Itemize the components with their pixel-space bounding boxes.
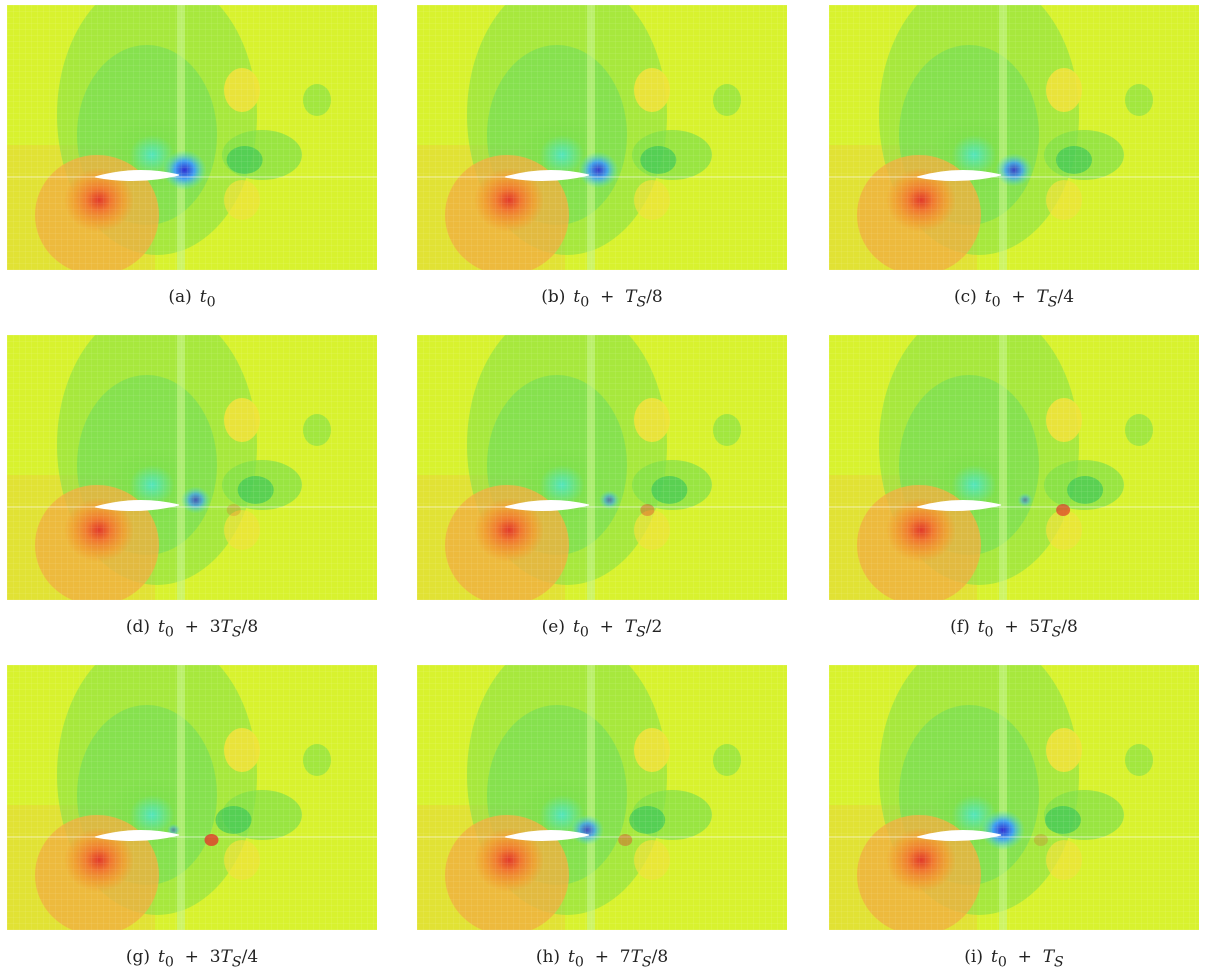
panel-caption: (h) t0 + 7TS/8	[417, 947, 787, 972]
panel-label: (c)	[953, 287, 977, 307]
panel-label: (f)	[950, 617, 970, 637]
panel-time: t0 + 3TS/4	[158, 947, 259, 971]
panel-time: t0 + 7TS/8	[568, 947, 669, 971]
panel-label: (d)	[125, 617, 150, 637]
panel-label: (i)	[964, 947, 983, 967]
pressure-field	[7, 665, 377, 930]
panel-time: t0	[199, 287, 216, 311]
panel-time: t0 + TS/4	[984, 287, 1075, 311]
panel-time: t0 + 5TS/8	[977, 617, 1078, 641]
pressure-field	[7, 5, 377, 270]
pressure-field	[829, 5, 1199, 270]
figure-panel: (d) t0 + 3TS/8	[7, 335, 377, 640]
panel-caption: (e) t0 + TS/2	[417, 617, 787, 642]
pressure-field	[7, 335, 377, 600]
panel-label: (a)	[168, 287, 192, 307]
figure-panel: (c) t0 + TS/4	[829, 5, 1199, 310]
figure-panel: (f) t0 + 5TS/8	[829, 335, 1199, 640]
pressure-field	[417, 5, 787, 270]
panel-caption: (g) t0 + 3TS/4	[7, 947, 377, 972]
pressure-field	[829, 335, 1199, 600]
panel-time: t0 + TS/2	[573, 617, 663, 641]
figure-panel: (a) t0	[7, 5, 377, 310]
panel-label: (e)	[541, 617, 565, 637]
panel-caption: (c) t0 + TS/4	[829, 287, 1199, 312]
pressure-field	[417, 335, 787, 600]
figure-panel: (b) t0 + TS/8	[417, 5, 787, 310]
panel-caption: (i) t0 + TS	[829, 947, 1199, 972]
figure-panel: (i) t0 + TS	[829, 665, 1199, 970]
panel-caption: (b) t0 + TS/8	[417, 287, 787, 312]
panel-time: t0 + 3TS/8	[158, 617, 259, 641]
panel-caption: (a) t0	[7, 287, 377, 312]
panel-label: (b)	[541, 287, 566, 307]
panel-caption: (f) t0 + 5TS/8	[829, 617, 1199, 642]
panel-time: t0 + TS/8	[573, 287, 663, 311]
panel-caption: (d) t0 + 3TS/8	[7, 617, 377, 642]
figure-panel: (h) t0 + 7TS/8	[417, 665, 787, 970]
figure-panel: (e) t0 + TS/2	[417, 335, 787, 640]
panel-label: (g)	[125, 947, 150, 967]
pressure-field	[417, 665, 787, 930]
pressure-field	[829, 665, 1199, 930]
figure-panel: (g) t0 + 3TS/4	[7, 665, 377, 970]
panel-label: (h)	[535, 947, 561, 967]
panel-time: t0 + TS	[990, 947, 1064, 971]
